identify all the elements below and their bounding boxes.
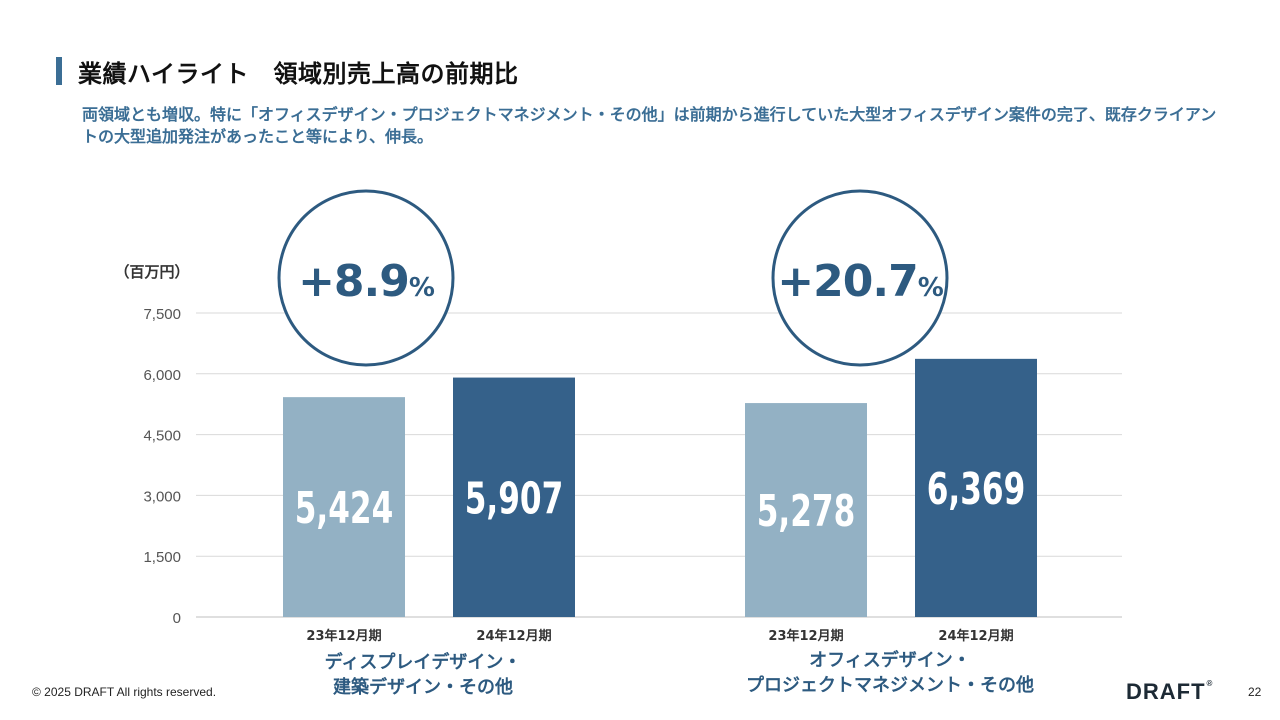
registered-mark: ®	[1206, 679, 1214, 688]
group-label: プロジェクトマネジメント・その他	[746, 674, 1034, 696]
page-number: 22	[1248, 685, 1262, 699]
draft-logo: DRAFT®	[1126, 679, 1213, 705]
logo-text: DRAFT	[1126, 679, 1206, 704]
x-tick-label: 23年12月期	[768, 628, 843, 644]
x-tick-label: 23年12月期	[306, 628, 381, 644]
copyright-text: © 2025 DRAFT All rights reserved.	[32, 685, 217, 699]
y-tick-label: 7,500	[143, 306, 181, 323]
page-subtitle: 両領域とも増収。特に「オフィスデザイン・プロジェクトマネジメント・その他」は前期…	[82, 105, 1217, 146]
growth-unit: %	[918, 273, 944, 303]
growth-unit: %	[409, 273, 435, 303]
growth-value: +8.9	[298, 256, 409, 307]
bar	[453, 377, 575, 617]
group-label: ディスプレイデザイン・	[325, 651, 522, 673]
y-tick-label: 1,500	[143, 549, 181, 566]
page-title: 業績ハイライト 領域別売上高の前期比	[78, 59, 519, 88]
unit-label: （百万円）	[114, 263, 189, 281]
bar-value-label: 5,424	[295, 483, 394, 534]
bar	[745, 403, 867, 617]
title-accent-bar	[56, 57, 62, 85]
y-tick-label: 6,000	[143, 367, 181, 384]
group-label: オフィスデザイン・	[809, 649, 971, 671]
bar-value-label: 5,907	[465, 473, 564, 524]
bar-value-label: 5,278	[757, 486, 856, 537]
y-tick-label: 3,000	[143, 488, 181, 505]
y-tick-label: 0	[173, 610, 181, 627]
bar	[915, 358, 1037, 617]
x-tick-label: 24年12月期	[938, 628, 1013, 644]
growth-circle	[277, 189, 455, 367]
bar	[283, 397, 405, 617]
group-label: 建築デザイン・その他	[333, 676, 513, 698]
growth-rate-label: +8.9%	[298, 256, 435, 307]
growth-rate-label: +20.7%	[777, 256, 943, 307]
title-area: 業績ハイライト 領域別売上高の前期比	[56, 56, 519, 88]
growth-circle	[771, 189, 949, 367]
y-tick-label: 4,500	[143, 428, 181, 445]
bar-value-label: 6,369	[927, 464, 1026, 515]
x-tick-label: 24年12月期	[476, 628, 551, 644]
growth-value: +20.7	[777, 256, 917, 307]
